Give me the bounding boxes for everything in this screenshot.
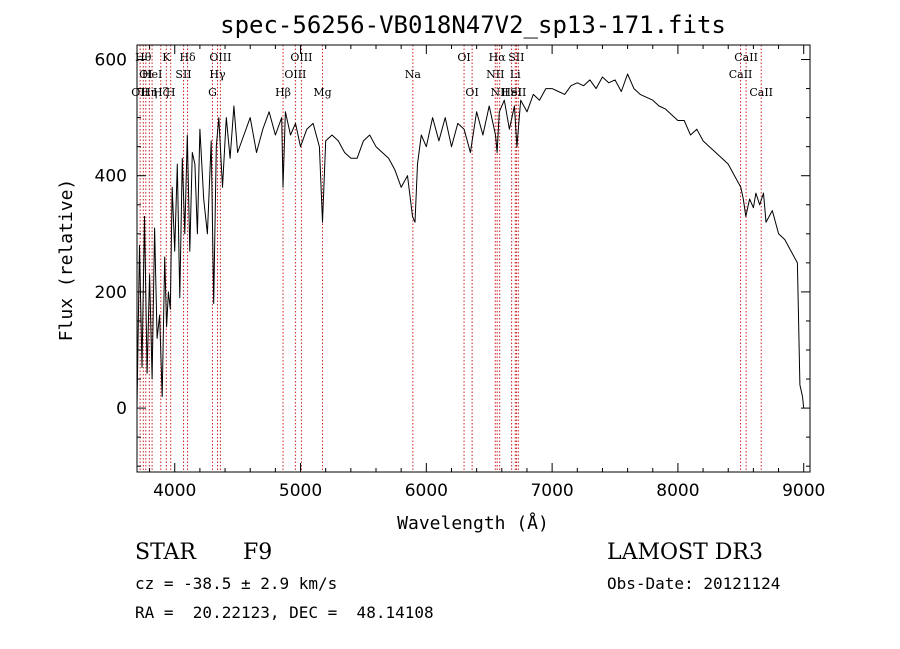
coordinates-text: RA = 20.22123, DEC = 48.14108: [135, 603, 434, 622]
marker-label: G: [208, 86, 217, 99]
marker-label: HeI: [501, 86, 521, 99]
object-subclass: F9: [243, 540, 273, 565]
y-tick-label: 400: [95, 167, 127, 187]
object-class: STAR: [135, 540, 196, 565]
x-tick-label: 6000: [405, 481, 448, 501]
marker-label: Hβ: [275, 86, 291, 99]
marker-label: H: [166, 86, 176, 99]
chart-title: spec-56256-VB018N47V2_sp13-171.fits: [220, 11, 726, 39]
marker-label: HeI: [142, 68, 162, 81]
spectrum-series: [136, 73, 805, 409]
y-tick-label: 600: [95, 51, 127, 71]
axis-ticks: 4000 5000 6000 7000 8000 9000 0 200 400 600: [95, 45, 825, 501]
marker-label: Li: [510, 68, 521, 81]
marker-label: CaII: [734, 51, 758, 64]
x-tick-label: 8000: [656, 481, 699, 501]
marker-label: SII: [175, 68, 191, 81]
spectrum-line: [136, 73, 805, 409]
y-tick-label: 0: [116, 399, 127, 419]
marker-label: K: [162, 51, 171, 64]
marker-label: NII: [486, 68, 504, 81]
x-tick-label: 5000: [279, 481, 322, 501]
x-tick-label: 7000: [530, 481, 573, 501]
marker-label: OIII: [290, 51, 312, 64]
marker-label: CaII: [729, 68, 753, 81]
marker-label: Hγ: [209, 68, 226, 81]
marker-label: OIII: [284, 68, 306, 81]
marker-label: SII: [510, 86, 526, 99]
marker-label: OI: [465, 86, 478, 99]
marker-label: Hα: [489, 51, 507, 64]
x-tick-label: 4000: [153, 481, 196, 501]
y-tick-label: 200: [95, 283, 127, 303]
observation-date: Obs-Date: 20121124: [607, 574, 781, 593]
marker-label: SII: [508, 51, 524, 64]
marker-label: CaII: [749, 86, 773, 99]
plot-frame: [136, 44, 811, 473]
marker-labels: OII Hθ OI Hη HeI Hζ K H SII Hδ G Hγ OIII Hβ OIII OIII Mg…: [131, 51, 773, 99]
marker-label: Na: [405, 68, 422, 81]
marker-label: OI: [139, 68, 152, 81]
marker-label: Hδ: [179, 51, 196, 64]
x-tick-label: 9000: [782, 481, 825, 501]
marker-label: Hη: [141, 86, 157, 99]
marker-label: OIII: [209, 51, 231, 64]
x-axis-label: Wavelength (Å): [397, 512, 549, 534]
marker-label: OI: [457, 51, 470, 64]
marker-label: Mg: [313, 86, 331, 99]
survey-name: LAMOST DR3: [607, 540, 763, 565]
marker-label: OII: [131, 86, 149, 99]
marker-label: Hζ: [153, 86, 169, 99]
marker-label: Hθ: [135, 51, 152, 64]
redshift-text: cz = -38.5 ± 2.9 km/s: [135, 574, 338, 593]
y-axis-label: Flux (relative): [56, 179, 77, 342]
marker-label: NII: [491, 86, 509, 99]
